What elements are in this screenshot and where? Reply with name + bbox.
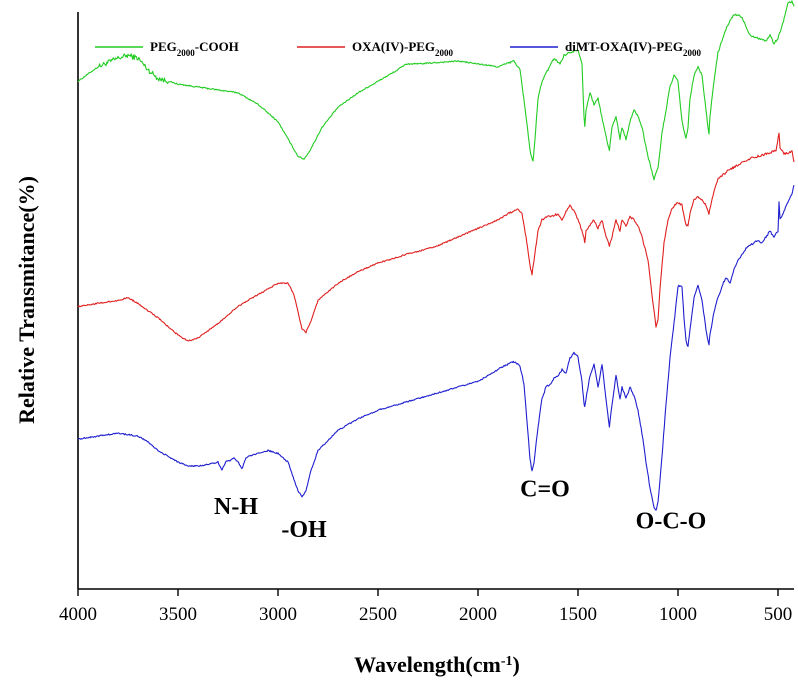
x-tick-label-3500: 3500 <box>159 604 197 625</box>
x-tick-label-1500: 1500 <box>559 604 597 625</box>
legend-entry-peg-cooh: PEG2000-COOH <box>95 39 239 58</box>
legend-label-peg-cooh: PEG2000-COOH <box>150 39 239 58</box>
legend-label-oxa-peg: OXA(IV)-PEG2000 <box>352 39 454 58</box>
legend-entry-dimt-oxa-peg: diMT-OXA(IV)-PEG2000 <box>510 39 701 58</box>
legend-entry-oxa-peg: OXA(IV)-PEG2000 <box>297 39 454 58</box>
series-layer <box>77 0 795 511</box>
annotation-n-h: N-H <box>214 494 258 520</box>
x-tick-label-2000: 2000 <box>459 604 497 625</box>
annotation-c-o: C=O <box>520 477 570 503</box>
annotations: N-H -OH C=O O-C-O <box>214 477 706 543</box>
series-line-dimt-oxa-iv-peg2000 <box>77 184 795 511</box>
x-tick-label-500: 500 <box>764 604 793 625</box>
y-axis-title: Relative Transmitance(%) <box>14 176 39 424</box>
x-tick-label-2500: 2500 <box>359 604 397 625</box>
x-tick-label-4000: 4000 <box>59 604 97 625</box>
annotation-o-c-o: O-C-O <box>636 508 707 534</box>
series-line-peg2000-cooh <box>77 0 795 181</box>
x-axis-ticks: 4000 3500 3000 2500 2000 1500 1000 500 <box>59 589 792 625</box>
series-line-oxa-iv-peg2000 <box>77 132 795 342</box>
x-tick-label-3000: 3000 <box>259 604 297 625</box>
legend: PEG2000-COOH OXA(IV)-PEG2000 diMT-OXA(IV… <box>95 39 701 58</box>
x-tick-label-1000: 1000 <box>659 604 697 625</box>
x-axis-title: Wavelength(cm-1) <box>354 652 520 677</box>
annotation-oh: -OH <box>281 517 327 543</box>
legend-label-dimt-oxa-peg: diMT-OXA(IV)-PEG2000 <box>565 39 701 58</box>
